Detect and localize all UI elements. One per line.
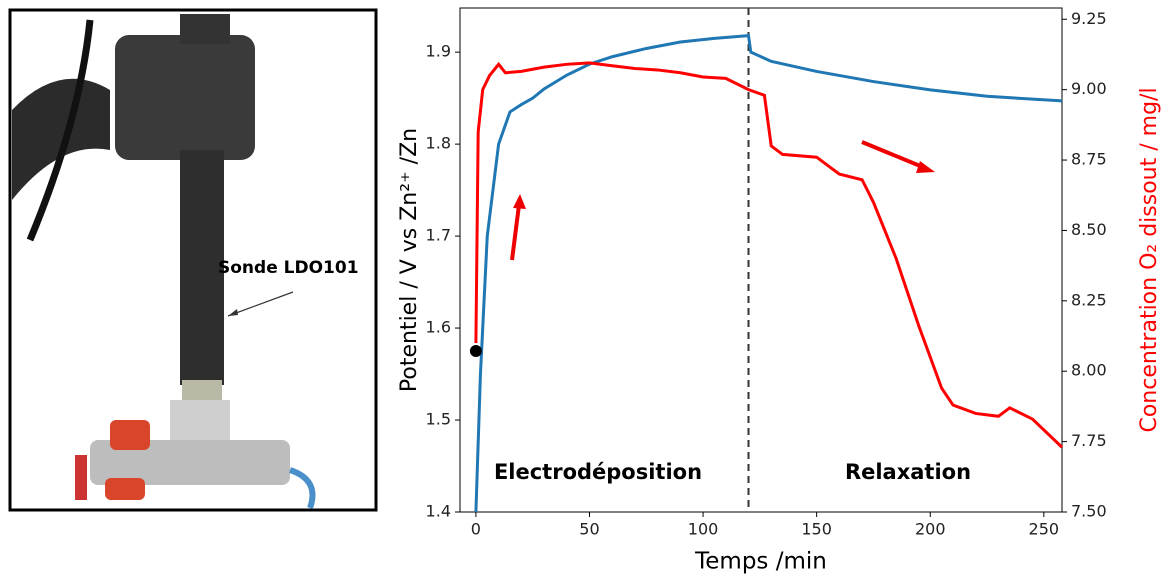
start-marker — [469, 345, 482, 358]
x-tick-label: 100 — [688, 520, 719, 539]
y2-tick-label: 7.75 — [1071, 431, 1107, 450]
x-tick-label: 150 — [801, 520, 832, 539]
data-line — [474, 61, 1064, 449]
x-tick-label: 0 — [471, 520, 481, 539]
plot-frame — [459, 7, 1063, 513]
y-tick-label: 1.6 — [426, 318, 451, 337]
arrow-head — [228, 309, 238, 316]
y2-tick-label: 8.00 — [1071, 361, 1107, 380]
probe — [180, 150, 224, 385]
data-line — [474, 33, 1063, 513]
valve-red — [75, 455, 87, 500]
arrow-head — [916, 161, 935, 173]
y2-tick-label: 7.50 — [1071, 502, 1107, 521]
y-tick-label: 1.4 — [426, 502, 451, 521]
arrows — [510, 140, 935, 261]
photo-label: Sonde LDO101 — [218, 258, 359, 278]
arm — [12, 78, 110, 200]
photo: Sonde LDO101 — [8, 8, 378, 512]
y2-tick-label: 8.75 — [1071, 150, 1107, 169]
red-arrow — [510, 204, 521, 261]
x-tick-label: 250 — [1029, 520, 1060, 539]
x-tick-label: 50 — [579, 520, 599, 539]
y-tick-label: 1.9 — [426, 42, 451, 61]
clamp — [115, 35, 255, 160]
y2-axis-label: Concentration O₂ dissout / mg/l — [1137, 87, 1162, 432]
knob — [180, 14, 230, 44]
y2-tick-label: 8.50 — [1071, 220, 1107, 239]
x-axis-label: Temps /min — [694, 549, 827, 575]
annotation: Relaxation — [845, 460, 971, 484]
y-axis-label: Potentiel / V vs Zn²⁺ /Zn — [397, 128, 422, 392]
valve-red — [105, 478, 145, 500]
annotation: Electrodéposition — [494, 460, 702, 484]
y-tick-label: 1.8 — [426, 134, 451, 153]
red-arrow — [861, 140, 926, 170]
cable — [26, 19, 94, 242]
y-tick-label: 1.5 — [426, 410, 451, 429]
arrow-head — [513, 194, 526, 209]
y2-tick-label: 9.25 — [1071, 9, 1107, 28]
y-tick-label: 1.7 — [426, 226, 451, 245]
manifold — [90, 440, 290, 485]
x-tick-label: 200 — [915, 520, 946, 539]
y2-tick-label: 8.25 — [1071, 290, 1107, 309]
cable-blue — [288, 467, 316, 510]
y2-tick-label: 9.00 — [1071, 79, 1107, 98]
label-arrow — [227, 291, 294, 317]
valve-red — [110, 420, 150, 450]
